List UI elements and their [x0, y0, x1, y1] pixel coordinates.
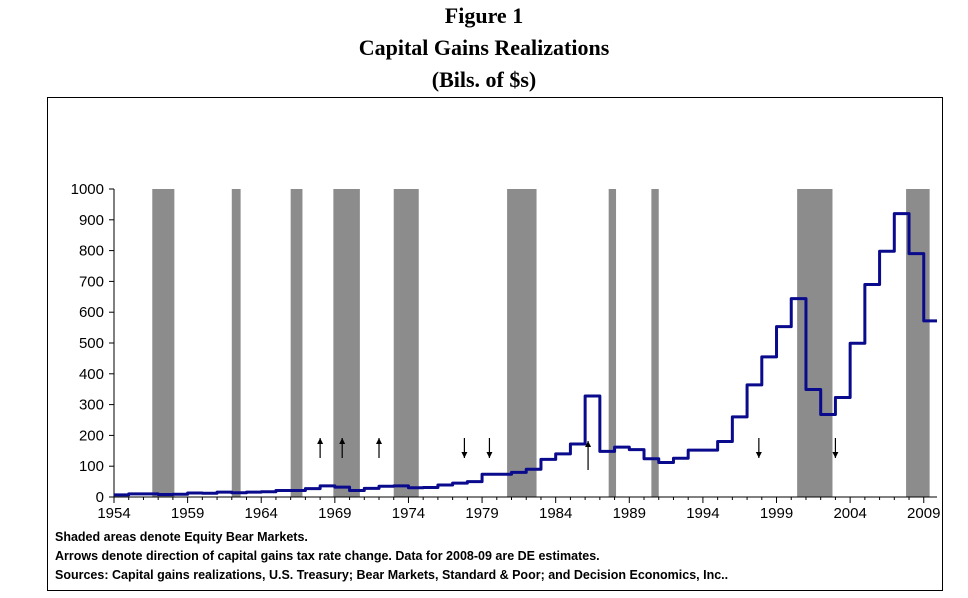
- tax-arrow-up: [339, 438, 346, 444]
- x-tick-label: 1994: [686, 505, 719, 522]
- chart-frame: [47, 97, 943, 591]
- y-tick-label: 500: [79, 335, 104, 352]
- y-tick-label: 700: [79, 273, 104, 290]
- y-tick-label: 0: [96, 489, 104, 506]
- y-tick-label: 100: [79, 458, 104, 475]
- tax-arrow-down: [755, 452, 762, 458]
- x-tick-label: 1989: [613, 505, 646, 522]
- note-sources: Sources: Capital gains realizations, U.S…: [55, 568, 729, 582]
- tax-arrow-down: [461, 452, 468, 458]
- tax-arrow-up: [317, 438, 324, 444]
- note-arrows: Arrows denote direction of capital gains…: [55, 549, 600, 563]
- bear-market-band: [290, 189, 303, 497]
- bear-market-band: [393, 189, 419, 497]
- bear-market-band: [152, 189, 175, 497]
- bear-market-band: [651, 189, 659, 497]
- x-tick-label: 1979: [465, 505, 498, 522]
- figure-number: Figure 1: [444, 3, 524, 28]
- x-tick-label: 1999: [760, 505, 793, 522]
- bear-market-band: [797, 189, 833, 497]
- y-tick-label: 200: [79, 427, 104, 444]
- bear-market-band: [608, 189, 617, 497]
- chart-title-text: Capital Gains Realizations: [358, 35, 610, 60]
- x-tick-label: 1959: [171, 505, 204, 522]
- tax-arrow-down: [832, 452, 839, 458]
- x-tick-label: 2009: [907, 505, 940, 522]
- x-tick-label: 1969: [318, 505, 351, 522]
- x-tick-label: 1964: [245, 505, 278, 522]
- x-tick-label: 1984: [539, 505, 572, 522]
- x-tick-label: 1954: [97, 505, 130, 522]
- chart-subtitle: (Bils. of $s): [431, 67, 537, 92]
- tax-arrow-down: [486, 452, 493, 458]
- bear-market-band: [507, 189, 537, 497]
- realizations-line: [114, 212, 937, 497]
- tax-arrow-up: [585, 441, 592, 447]
- note-shaded: Shaded areas denote Equity Bear Markets.: [55, 530, 308, 544]
- y-tick-label: 800: [79, 243, 104, 260]
- y-tick-label: 900: [79, 212, 104, 229]
- chart-notes: Shaded areas denote Equity Bear Markets.…: [55, 528, 935, 585]
- chart-title: Figure 1 Capital Gains Realizations (Bil…: [0, 0, 968, 96]
- y-tick-label: 400: [79, 366, 104, 383]
- tax-arrow-up: [376, 438, 383, 444]
- y-tick-label: 1000: [71, 181, 104, 198]
- bear-market-band: [333, 189, 360, 497]
- x-tick-label: 2004: [833, 505, 866, 522]
- bear-market-band: [231, 189, 241, 497]
- y-tick-label: 300: [79, 397, 104, 414]
- x-tick-label: 1974: [392, 505, 425, 522]
- y-tick-label: 600: [79, 304, 104, 321]
